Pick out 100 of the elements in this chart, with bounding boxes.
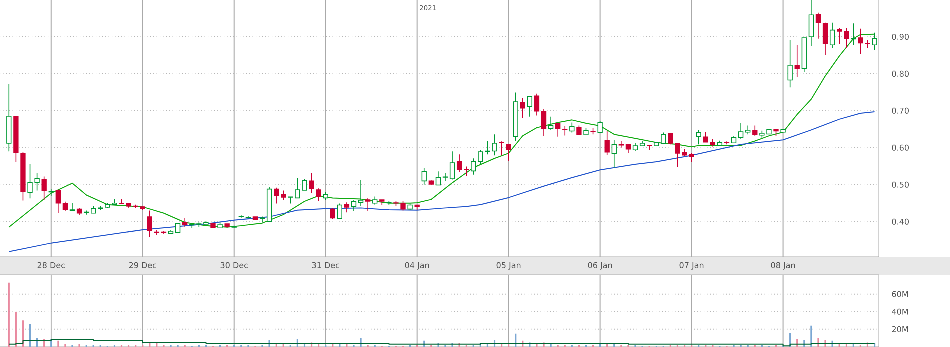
candlestick bbox=[548, 116, 554, 131]
candlestick bbox=[816, 12, 822, 40]
candlestick bbox=[14, 116, 19, 162]
candlestick bbox=[556, 123, 561, 138]
x-tick-label: 30 Dec bbox=[220, 262, 248, 268]
candlestick bbox=[210, 222, 216, 229]
candlestick bbox=[576, 125, 582, 136]
candlestick bbox=[590, 128, 596, 135]
candlestick bbox=[6, 84, 12, 152]
candlestick bbox=[238, 214, 244, 219]
candlestick bbox=[281, 190, 286, 200]
x-tick-label: 04 Jan bbox=[405, 262, 430, 270]
candlestick bbox=[154, 230, 160, 236]
x-tick-label: 28 Dec bbox=[38, 262, 65, 268]
x-tick-label: 29 Dec bbox=[129, 262, 156, 268]
candlestick bbox=[717, 140, 723, 147]
candlestick bbox=[513, 92, 518, 142]
candlestick bbox=[626, 144, 632, 154]
y-tick-label: 0.60 bbox=[892, 144, 909, 151]
line-series bbox=[8, 112, 876, 252]
candlestick bbox=[252, 216, 258, 221]
candlestick bbox=[450, 151, 456, 180]
candlestick bbox=[830, 22, 836, 49]
candlestick bbox=[422, 168, 427, 186]
candlestick bbox=[654, 142, 660, 146]
candlestick bbox=[527, 96, 533, 118]
candlestick bbox=[182, 218, 188, 228]
y-tick-label: 0.40 bbox=[892, 218, 909, 225]
candlestick bbox=[788, 40, 793, 88]
candlestick bbox=[584, 128, 589, 136]
candlestick bbox=[436, 171, 442, 186]
y-tick-label: 0.50 bbox=[892, 182, 909, 188]
candlestick bbox=[710, 139, 716, 148]
candlestick bbox=[598, 120, 603, 134]
candlestick bbox=[464, 166, 470, 177]
candlestick bbox=[218, 222, 223, 229]
candlestick bbox=[70, 202, 76, 212]
candlestick bbox=[646, 145, 652, 151]
candlestick bbox=[661, 132, 666, 144]
candlestick bbox=[780, 129, 786, 133]
candlestick bbox=[442, 172, 448, 182]
candlestick bbox=[190, 222, 195, 229]
candlestick bbox=[752, 125, 758, 136]
candlestick bbox=[386, 201, 392, 206]
candlestick bbox=[794, 45, 800, 78]
candlestick bbox=[140, 206, 146, 210]
candlestick bbox=[534, 94, 540, 116]
candlestick bbox=[20, 152, 26, 202]
candlestick bbox=[260, 216, 266, 224]
candlestick bbox=[724, 141, 730, 145]
candlestick bbox=[562, 126, 568, 136]
candlestick bbox=[731, 136, 737, 144]
candlestick bbox=[48, 188, 54, 196]
candlestick bbox=[640, 140, 646, 147]
candlestick bbox=[372, 196, 378, 206]
y-tick-label: 60M bbox=[892, 291, 908, 298]
x-tick-label: 08 Jan bbox=[771, 262, 796, 270]
candlestick bbox=[84, 210, 90, 216]
candlestick bbox=[380, 200, 385, 206]
candlestick bbox=[224, 224, 230, 229]
candlestick bbox=[506, 144, 512, 162]
candlestick bbox=[703, 132, 708, 144]
candlestick bbox=[738, 123, 744, 140]
candlestick bbox=[266, 187, 272, 222]
candlestick bbox=[76, 208, 82, 216]
candlestick bbox=[844, 28, 850, 48]
candlestick bbox=[62, 202, 68, 212]
candlestick bbox=[822, 22, 828, 56]
y-tick-label: 20M bbox=[892, 326, 908, 332]
candlestick bbox=[872, 32, 878, 51]
candlestick bbox=[274, 187, 280, 204]
candlestick bbox=[456, 154, 462, 173]
candlestick bbox=[604, 130, 610, 156]
candlestick bbox=[91, 206, 96, 214]
candlestick bbox=[232, 226, 237, 229]
candlestick bbox=[344, 202, 350, 214]
candlestick bbox=[365, 198, 371, 212]
candlestick bbox=[774, 129, 779, 136]
y-tick-label: 0.80 bbox=[892, 70, 909, 77]
candlestick bbox=[408, 203, 413, 211]
y-tick-label: 0.90 bbox=[892, 34, 909, 40]
x-tick-label: 05 Jan bbox=[496, 262, 521, 270]
y-tick-label: 40M bbox=[892, 308, 908, 315]
candlestick bbox=[316, 188, 322, 202]
candlestick bbox=[337, 203, 342, 220]
candlestick bbox=[837, 28, 842, 44]
x-tick-label: 06 Jan bbox=[588, 262, 612, 270]
candlestick bbox=[351, 200, 357, 212]
candlestick bbox=[471, 158, 476, 176]
candlestick bbox=[168, 230, 174, 235]
candlestick bbox=[309, 172, 314, 194]
candlestick bbox=[175, 223, 181, 233]
candlestick bbox=[618, 140, 624, 148]
candlestick bbox=[330, 208, 336, 220]
candlestick bbox=[98, 206, 104, 210]
x-tick-label: 07 Jan bbox=[680, 262, 704, 270]
candlestick bbox=[612, 140, 617, 168]
candlestick bbox=[161, 230, 167, 234]
x-tick-label: 31 Dec bbox=[312, 262, 340, 268]
y-tick-label: 0.70 bbox=[892, 108, 909, 114]
